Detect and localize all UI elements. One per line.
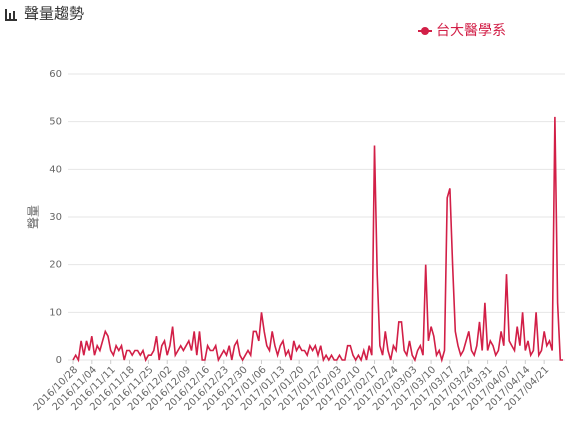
- y-axis-label: 聲量: [26, 205, 41, 229]
- y-tick-label: 30: [49, 212, 62, 223]
- legend-marker: [421, 27, 429, 35]
- y-tick-label: 0: [56, 355, 62, 366]
- title-icon: [5, 9, 17, 21]
- y-tick-label: 50: [49, 117, 62, 128]
- y-tick-label: 20: [49, 260, 62, 271]
- chart-title: 聲量趨勢: [24, 5, 84, 23]
- series-line: [72, 116, 563, 363]
- y-tick-label: 60: [49, 69, 62, 80]
- y-tick-label: 10: [49, 307, 62, 318]
- legend-label: 台大醫學系: [436, 23, 506, 39]
- y-tick-label: 40: [49, 164, 62, 175]
